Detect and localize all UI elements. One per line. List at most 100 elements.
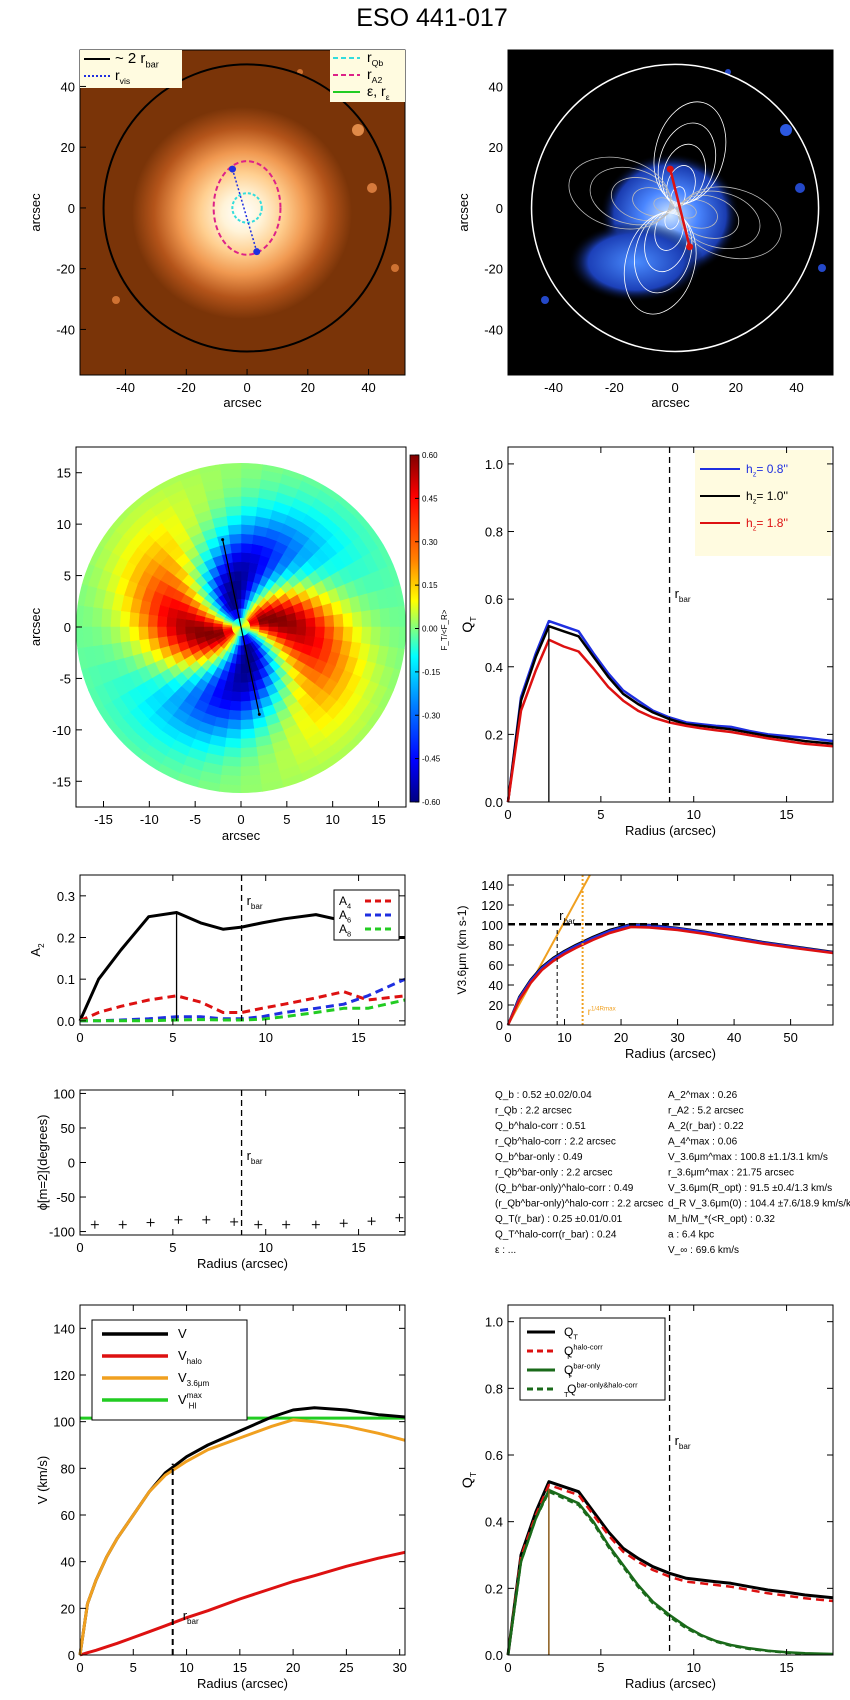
y-tick-label: 0.6 [485, 1448, 503, 1463]
y-tick-label: 140 [53, 1321, 75, 1336]
y-tick-label: -40 [484, 322, 503, 337]
y-tick-label: 0.8 [485, 525, 503, 540]
x-tick-label: 0 [237, 812, 244, 827]
heatmap-cell [240, 691, 251, 702]
plot-frame [79, 874, 406, 1026]
x-tick-label: 15 [351, 1240, 365, 1255]
y-tick-label: 60 [61, 1508, 75, 1523]
heatmap-cell [119, 626, 131, 644]
figure-title: ESO 441-017 [356, 4, 508, 32]
parameter-right: A_2^max : 0.26 [668, 1090, 738, 1101]
y-tick-label: -10 [52, 723, 71, 738]
y-tick-label: 60 [489, 958, 503, 973]
image-right-frame [507, 49, 834, 376]
x-tick-label: 10 [557, 1030, 571, 1045]
x-tick-label: -5 [189, 812, 201, 827]
heatmap-cell [333, 626, 344, 641]
x-tick-label: 15 [779, 1660, 793, 1675]
colorbar-tick-label: 0.30 [422, 538, 438, 547]
x-tick-label: 20 [301, 380, 315, 395]
heatmap-cell [228, 533, 242, 544]
heatmap-cell [361, 626, 372, 645]
rbar-label: rbar [675, 586, 691, 604]
bar-endpoint [666, 165, 674, 173]
qt-corr-series-line [506, 1490, 834, 1656]
heatmap-cell [370, 608, 382, 628]
parameter-left: r_Qb^halo-corr : 2.2 arcsec [495, 1137, 616, 1148]
rvis-endpoint [253, 248, 261, 256]
heatmap-cell [314, 626, 326, 639]
contour [675, 203, 697, 219]
heatmap-cell [128, 626, 140, 642]
heatmap-cell [220, 468, 242, 480]
heatmap-cell [184, 619, 195, 628]
heatmap-cell [240, 561, 250, 572]
image-left-star [391, 264, 399, 272]
x-tick-label: 40 [361, 380, 375, 395]
y-tick-label: 40 [61, 79, 75, 94]
panel-force-map: 0.60 0.45 0.30 0.15 0.00 -0.15 -0.30 -0.45 -0.60… [28, 446, 449, 843]
panel-image-right: -40 -20 0 20 40 40 20 0 -20 -40 arcsec arcsec [456, 49, 834, 410]
legend-label: A8 [339, 922, 351, 939]
image-left-frame [79, 49, 406, 376]
y-tick-label: 20 [489, 998, 503, 1013]
parameter-left: Q_b^bar-only : 0.49 [495, 1152, 583, 1163]
qt-series-line [506, 624, 834, 803]
parameter-right: M_h/M_*(<R_opt) : 0.32 [668, 1214, 775, 1225]
y-tick-label: 0 [68, 1648, 75, 1663]
heatmap-cell [128, 612, 140, 628]
legend-label: QT [564, 1325, 578, 1342]
legend-label: Qhalo-corr T [564, 1343, 603, 1362]
contour [610, 177, 673, 221]
legend-label: rA2 [367, 66, 382, 85]
legend-label: Qbar-only&halo-corr T [564, 1381, 638, 1400]
heatmap-cell [305, 617, 316, 628]
heatmap-cell [361, 609, 372, 628]
x-tick-label: 30 [392, 1660, 406, 1675]
heatmap-cell [240, 477, 261, 489]
qt-series-line [506, 638, 834, 803]
parameter-right: A_2(r_bar) : 0.22 [668, 1121, 744, 1132]
qt-series-line [506, 619, 834, 803]
y-tick-label: 0.0 [485, 795, 503, 810]
heatmap-cell [223, 496, 242, 507]
y-tick-label: 20 [61, 140, 75, 155]
heatmap-cell [240, 533, 254, 544]
y-tick-label: -20 [484, 262, 503, 277]
x-axis-label: arcsec [222, 828, 261, 843]
heatmap-cell [138, 626, 149, 641]
parameter-left: r_Qb^bar-only : 2.2 arcsec [495, 1168, 613, 1179]
bar-circle [530, 63, 820, 353]
heatmap-cell [240, 542, 253, 554]
heatmap-cell [305, 626, 316, 637]
y-tick-label: 0 [68, 1156, 75, 1171]
contour [653, 101, 727, 204]
heatmap-cell [221, 765, 242, 777]
heatmap-cell [232, 561, 242, 572]
y-tick-label: 40 [489, 79, 503, 94]
y-axis-label: QT [459, 616, 478, 633]
panel-rotation-curve: rbar 0 5 10 15 20 25 30 0 20 40 60 80 100 120 140 Radius… [35, 1304, 407, 1691]
heatmap-cell [388, 626, 400, 648]
y-tick-label: 0.0 [485, 1648, 503, 1663]
heatmap-cell [82, 606, 94, 628]
x-tick-label: 0 [243, 380, 250, 395]
heatmap-cell [221, 477, 242, 489]
x-tick-label: 0 [76, 1240, 83, 1255]
legend-label: hz= 0.8'' [746, 462, 788, 479]
legend-label: hz= 1.8'' [746, 516, 788, 533]
contour [653, 197, 675, 213]
parameter-left: Q_T(r_bar) : 0.25 ±0.01/0.01 [495, 1214, 623, 1225]
heatmap-cell [398, 604, 406, 628]
x-tick-label: 0 [504, 807, 511, 822]
heatmap-cell [240, 505, 258, 517]
x-tick-label: 0 [76, 1660, 83, 1675]
heatmap-cell [138, 613, 149, 628]
heatmap-cell [240, 463, 264, 470]
legend-label: ε, rε [367, 83, 390, 102]
y-axis-label: V (km/s) [35, 1456, 50, 1504]
heatmap-cell [226, 514, 242, 526]
legend-label: A6 [339, 908, 351, 925]
y-tick-label: 0 [496, 201, 503, 216]
heatmap-cell [240, 580, 248, 591]
